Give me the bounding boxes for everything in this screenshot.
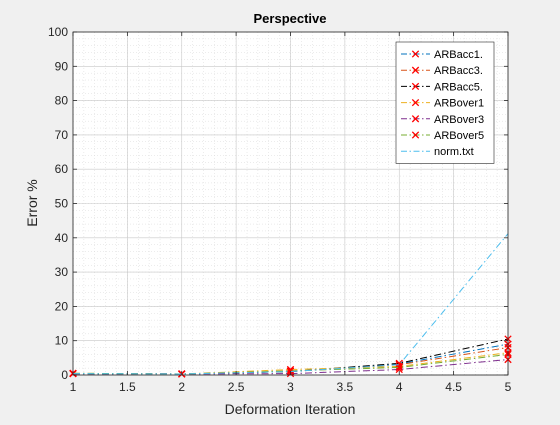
y-tick-labels: 0 10 20 30 40 50 60 70 80 90 100 (48, 25, 68, 382)
legend-label: ARBacc5. (434, 81, 483, 93)
legend-marker (411, 131, 420, 139)
x-tick-label: 3.5 (337, 380, 354, 394)
x-tick-label: 2 (178, 380, 185, 394)
legend-label: norm.txt (434, 146, 474, 158)
data-point (286, 367, 295, 375)
x-tick-label: 3 (287, 380, 294, 394)
legend: ARBacc1. ARBacc3. ARBacc5. ARBover1 ARBover3… (395, 41, 495, 164)
legend-entry: ARBacc3. (401, 65, 483, 77)
y-tick-label: 100 (48, 25, 68, 39)
marker-stroke (411, 50, 420, 58)
legend-entry: ARBover1 (401, 98, 484, 110)
marker-stroke (395, 365, 403, 374)
y-tick-label: 60 (55, 162, 69, 176)
y-tick-label: 40 (55, 231, 69, 245)
y-tick-label: 90 (55, 59, 69, 73)
y-tick-label: 10 (55, 334, 69, 348)
marker-stroke (411, 115, 420, 123)
legend-label: ARBover1 (434, 98, 484, 110)
legend-label: ARBover3 (434, 114, 484, 126)
x-tick-label: 1 (70, 380, 77, 394)
x-tick-label: 1.5 (119, 380, 136, 394)
marker-stroke (411, 131, 420, 139)
y-tick-label: 80 (55, 94, 69, 108)
x-axis-label: Deformation Iteration (225, 401, 356, 417)
y-tick-label: 70 (55, 128, 69, 142)
y-tick-label: 50 (55, 197, 69, 211)
series-layer (69, 233, 512, 378)
marker-stroke (395, 363, 403, 372)
x-tick-label: 2.5 (228, 380, 245, 394)
x-tick-labels: 1 1.5 2 2.5 3 3.5 4 4.5 5 (70, 380, 512, 394)
legend-marker (411, 82, 420, 91)
legend-label: ARBover5 (434, 130, 484, 142)
legend-entry: ARBacc1. (401, 49, 483, 61)
legend-marker (411, 66, 420, 74)
x-tick-label: 4.5 (445, 380, 462, 394)
y-tick-label: 0 (61, 368, 68, 382)
marker-stroke (286, 367, 295, 375)
axis-ticks (72, 31, 509, 376)
legend-box (395, 41, 495, 164)
marker-stroke (411, 66, 420, 74)
chart-title: Perspective (254, 11, 327, 26)
legend-label: ARBacc1. (434, 49, 483, 61)
legend-marker (411, 98, 420, 107)
x-tick-label: 4 (396, 380, 403, 394)
y-tick-label: 30 (55, 265, 69, 279)
legend-entry: norm.txt (401, 146, 474, 158)
legend-entry: ARBover5 (401, 130, 484, 142)
legend-entry: ARBacc5. (401, 81, 483, 93)
marker-stroke (411, 98, 420, 107)
legend-entry: ARBover3 (401, 114, 484, 126)
marker-stroke (411, 82, 420, 91)
legend-marker (411, 50, 420, 58)
y-tick-label: 20 (55, 299, 69, 313)
marker-stroke (395, 362, 403, 371)
x-tick-label: 5 (505, 380, 512, 394)
legend-marker (411, 115, 420, 123)
data-point (395, 362, 403, 371)
legend-label: ARBacc3. (434, 65, 483, 77)
y-axis-label: Error % (24, 179, 40, 226)
